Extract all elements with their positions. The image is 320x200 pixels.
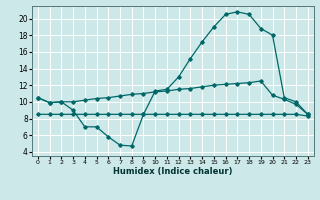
- X-axis label: Humidex (Indice chaleur): Humidex (Indice chaleur): [113, 167, 233, 176]
